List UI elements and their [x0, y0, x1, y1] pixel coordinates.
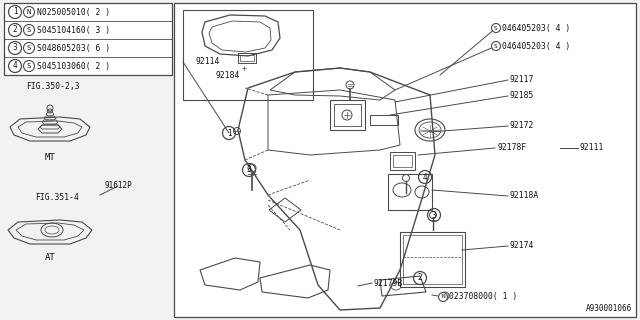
Text: 4: 4 — [422, 172, 428, 181]
Text: S: S — [494, 44, 498, 49]
Bar — [183, 10, 313, 100]
Text: 92185: 92185 — [510, 92, 534, 100]
Text: N: N — [27, 9, 31, 15]
Bar — [174, 3, 636, 317]
Text: 4: 4 — [13, 61, 17, 70]
Bar — [370, 115, 398, 125]
Text: S045104160( 3 ): S045104160( 3 ) — [37, 26, 110, 35]
Text: 92174: 92174 — [510, 242, 534, 251]
Text: 2: 2 — [418, 274, 422, 283]
Circle shape — [492, 42, 500, 51]
Circle shape — [24, 25, 35, 36]
Bar — [388, 174, 432, 210]
Bar — [403, 235, 462, 284]
Text: S: S — [27, 27, 31, 33]
Text: FIG.351-4: FIG.351-4 — [35, 194, 79, 203]
Text: 92172: 92172 — [510, 122, 534, 131]
Circle shape — [438, 292, 447, 301]
Bar — [393, 155, 412, 167]
Text: S048605203( 6 ): S048605203( 6 ) — [37, 44, 110, 52]
Bar — [334, 104, 361, 126]
Bar — [240, 55, 254, 61]
Text: 023708000( 1 ): 023708000( 1 ) — [449, 292, 517, 301]
Circle shape — [24, 60, 35, 71]
Text: S045103060( 2 ): S045103060( 2 ) — [37, 61, 110, 70]
Text: N025005010( 2 ): N025005010( 2 ) — [37, 7, 110, 17]
Bar — [330, 100, 365, 130]
Bar — [238, 53, 256, 63]
Text: 92184: 92184 — [216, 71, 241, 81]
Text: 046405203( 4 ): 046405203( 4 ) — [502, 42, 570, 51]
Text: S: S — [27, 45, 31, 51]
Text: AT: AT — [45, 253, 56, 262]
Text: 92178F: 92178F — [497, 143, 526, 153]
Text: 2: 2 — [13, 26, 17, 35]
Text: S: S — [27, 63, 31, 69]
Text: A930001066: A930001066 — [586, 304, 632, 313]
Text: 1: 1 — [13, 7, 17, 17]
Text: S: S — [494, 26, 498, 30]
Text: 92117: 92117 — [510, 76, 534, 84]
Circle shape — [24, 6, 35, 18]
Text: N: N — [441, 294, 445, 300]
Text: 92179B: 92179B — [374, 278, 403, 287]
Bar — [4, 3, 172, 75]
Text: 046405203( 4 ): 046405203( 4 ) — [502, 23, 570, 33]
Text: 92118A: 92118A — [510, 191, 540, 201]
Bar — [390, 152, 415, 170]
Text: 92111: 92111 — [580, 143, 604, 153]
Bar — [400, 232, 465, 287]
Text: 91612P: 91612P — [104, 181, 132, 190]
Text: FIG.350-2,3: FIG.350-2,3 — [26, 82, 80, 91]
Text: 1: 1 — [227, 129, 231, 138]
Text: 3: 3 — [246, 165, 252, 174]
Text: MT: MT — [45, 153, 56, 162]
Text: 92114: 92114 — [196, 58, 220, 67]
Circle shape — [24, 43, 35, 53]
Text: 3: 3 — [432, 211, 436, 220]
Circle shape — [492, 23, 500, 33]
Text: 3: 3 — [13, 44, 17, 52]
